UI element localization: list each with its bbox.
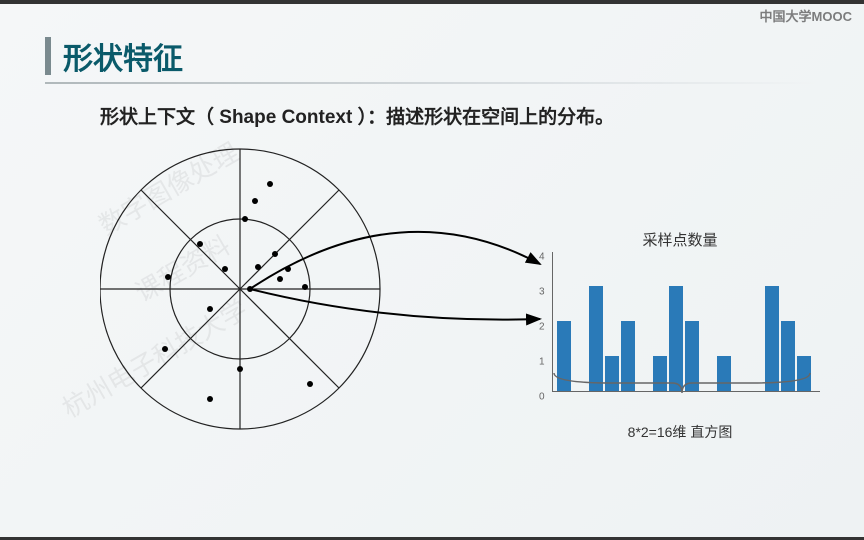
mooc-logo: 中国大学MOOC [760, 6, 852, 25]
y-tick: 3 [539, 287, 545, 298]
y-tick: 2 [539, 322, 545, 333]
polar-diagram [100, 139, 400, 449]
y-tick: 4 [539, 252, 545, 263]
page-title: 形状特征 [63, 34, 183, 78]
header-accent [45, 37, 51, 75]
brace-icon [552, 371, 812, 397]
y-tick: 1 [539, 357, 545, 368]
histogram-title: 采样点数量 [540, 229, 820, 250]
header: 形状特征 [45, 34, 864, 78]
histogram: 采样点数量 0 1 2 3 4 8*2=16维 直方图 [540, 229, 820, 442]
histogram-caption: 8*2=16维 直方图 [540, 422, 820, 442]
content: 数字图像处理 课程资料 杭州电子科技大学 采样点数量 01234 8*2=16维… [0, 129, 864, 509]
top-border [0, 0, 864, 4]
title-underline [45, 82, 815, 84]
y-tick: 0 [539, 392, 545, 403]
subtitle: 形状上下文（ Shape Context ）：描述形状在空间上的分布。 [100, 102, 864, 129]
